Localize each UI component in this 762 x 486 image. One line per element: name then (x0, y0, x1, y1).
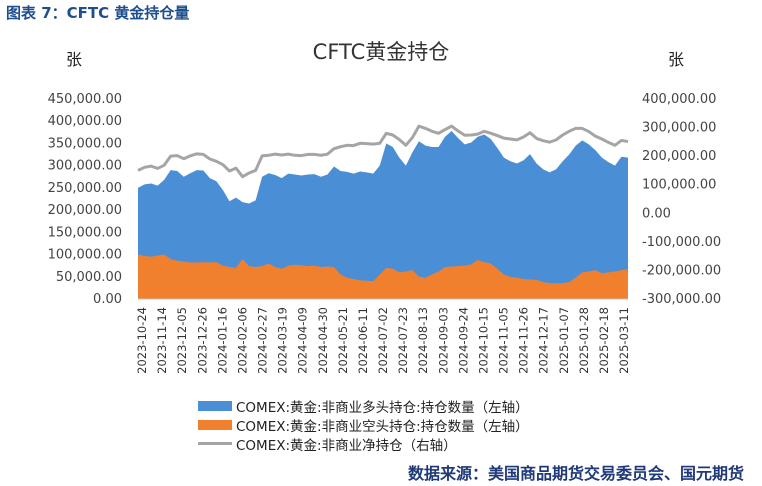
x-axis-tick-label: 2024-11-26 (517, 307, 531, 374)
left-axis-tick-label: 400,000.00 (48, 114, 122, 129)
legend-item-short: COMEX:黄金:非商业空头持仓:持仓数量（左轴） (198, 415, 529, 435)
right-axis-tick-label: 0.00 (642, 206, 671, 221)
legend-swatch-long (198, 400, 232, 411)
left-axis-tick-label: 300,000.00 (48, 159, 122, 174)
x-axis-tick-label: 2024-07-23 (396, 307, 410, 374)
legend-label-net: COMEX:黄金:非商业净持仓（右轴） (236, 437, 457, 454)
x-axis-tick-label: 2024-02-27 (256, 307, 270, 374)
legend-label-short: COMEX:黄金:非商业空头持仓:持仓数量（左轴） (236, 418, 529, 435)
left-axis-tick-label: 150,000.00 (48, 225, 122, 240)
x-axis-tick-label: 2023-11-14 (155, 307, 169, 374)
legend-swatch-net (198, 442, 232, 445)
x-axis-tick-label: 2024-02-06 (235, 307, 249, 374)
left-axis-tick-label: 0.00 (93, 292, 122, 307)
x-axis-tick-label: 2024-03-19 (276, 307, 290, 374)
x-axis-tick-label: 2024-01-16 (215, 307, 229, 374)
figure-header: 图表 7：CFTC 黄金持仓量 (6, 4, 190, 22)
left-axis-tick-label: 200,000.00 (48, 203, 122, 218)
left-axis-tick-label: 250,000.00 (48, 181, 122, 196)
series-long-area (138, 131, 628, 299)
x-axis-tick-label: 2023-12-26 (195, 307, 209, 374)
right-axis-tick-label: -100,000.00 (642, 235, 721, 250)
left-axis-tick-label: 100,000.00 (48, 248, 122, 263)
right-axis-tick-label: -200,000.00 (642, 263, 721, 278)
x-axis-tick-label: 2024-09-24 (456, 307, 470, 374)
x-axis-tick-label: 2024-04-30 (316, 307, 330, 374)
data-source-note: 数据来源：美国商品期货交易委员会、国元期货 (407, 464, 744, 483)
x-axis-tick-label: 2025-02-18 (597, 307, 611, 374)
x-axis-tick-label: 2024-12-17 (537, 307, 551, 374)
series-net-line (137, 124, 629, 179)
left-axis-tick-label: 450,000.00 (48, 92, 122, 107)
legend-item-long: COMEX:黄金:非商业多头持仓:持仓数量（左轴） (198, 396, 529, 416)
x-axis-tick-label: 2024-05-21 (336, 307, 350, 374)
x-axis-tick-label: 2024-09-03 (436, 307, 450, 374)
x-axis-tick-label: 2025-01-28 (577, 307, 591, 374)
x-axis-tick-label: 2024-11-05 (497, 307, 511, 374)
left-axis-tick-label: 350,000.00 (48, 136, 122, 151)
right-axis-tick-label: -300,000.00 (642, 292, 721, 307)
x-axis-tick-label: 2024-10-15 (476, 307, 490, 374)
chart-legend: COMEX:黄金:非商业多头持仓:持仓数量（左轴） COMEX:黄金:非商业空头… (198, 396, 529, 454)
right-axis-tick-label: 200,000.00 (642, 149, 716, 164)
x-axis-tick-label: 2023-12-05 (175, 307, 189, 374)
x-axis-tick-label: 2024-04-09 (296, 307, 310, 374)
right-axis-tick-label: 400,000.00 (642, 92, 716, 107)
legend-swatch-short (198, 419, 232, 430)
right-axis-unit: 张 (668, 50, 685, 69)
chart-title: CFTC黄金持仓 (312, 40, 450, 64)
left-axis-tick-label: 50,000.00 (56, 270, 122, 285)
x-axis-tick-label: 2024-08-13 (416, 307, 430, 374)
x-axis-tick-label: 2024-06-11 (356, 307, 370, 374)
left-axis-unit: 张 (66, 50, 83, 69)
legend-label-long: COMEX:黄金:非商业多头持仓:持仓数量（左轴） (236, 399, 529, 416)
right-axis-tick-label: 300,000.00 (642, 121, 716, 136)
legend-item-net: COMEX:黄金:非商业净持仓（右轴） (198, 434, 529, 454)
series-short-area (138, 254, 628, 299)
x-axis-tick-label: 2025-01-07 (557, 307, 571, 374)
x-axis-tick-label: 2023-10-24 (135, 307, 149, 374)
x-axis-tick-label: 2025-03-11 (617, 307, 631, 374)
x-axis-tick-label: 2024-07-02 (376, 307, 390, 374)
right-axis-tick-label: 100,000.00 (642, 178, 716, 193)
